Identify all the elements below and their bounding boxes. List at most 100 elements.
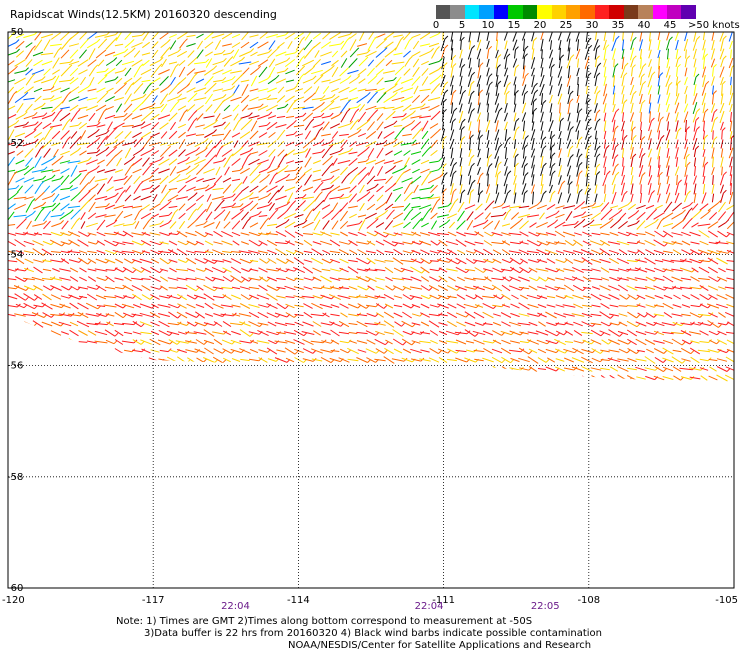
wind-barb xyxy=(376,166,384,176)
wind-barb xyxy=(639,192,643,204)
wind-barb-tick xyxy=(411,341,416,346)
wind-barb-tick xyxy=(590,219,595,224)
wind-barb xyxy=(294,304,304,308)
wind-barb-tick xyxy=(239,146,244,151)
colorbar-segment xyxy=(493,5,509,19)
wind-barb xyxy=(159,276,169,282)
wind-barb xyxy=(404,59,410,67)
wind-barb xyxy=(465,340,475,344)
wind-barb xyxy=(368,32,374,40)
wind-barb xyxy=(658,156,660,168)
wind-barb xyxy=(285,276,295,282)
wind-barb xyxy=(213,175,223,185)
wind-barb xyxy=(96,94,106,104)
wind-barb xyxy=(67,313,81,317)
wind-barb xyxy=(594,112,598,122)
wind-barb xyxy=(681,249,691,255)
wind-barb xyxy=(178,138,186,150)
wind-barb xyxy=(402,330,412,336)
wind-barb-tick xyxy=(148,217,153,222)
wind-barb xyxy=(329,106,341,110)
wind-barb xyxy=(338,123,350,129)
wind-barb xyxy=(196,203,204,211)
wind-barb xyxy=(241,156,249,168)
wind-barb xyxy=(347,347,359,355)
wind-barb xyxy=(16,150,24,156)
wind-barb xyxy=(594,193,598,203)
wind-barb-tick xyxy=(400,36,405,40)
wind-barb xyxy=(559,47,561,61)
wind-barb xyxy=(603,130,607,140)
wind-barb xyxy=(501,366,511,372)
wind-barb xyxy=(203,339,215,345)
wind-barb xyxy=(594,166,598,176)
wind-barb xyxy=(576,94,580,104)
wind-barb-tick xyxy=(346,108,351,113)
wind-barb xyxy=(222,276,232,282)
wind-barb xyxy=(347,266,359,274)
wind-barb xyxy=(274,312,288,318)
wind-barb xyxy=(573,214,583,218)
wind-barb xyxy=(340,312,348,318)
wind-barb xyxy=(526,214,540,218)
wind-barb xyxy=(412,58,420,68)
wind-barb xyxy=(590,258,602,264)
wind-barb xyxy=(594,156,598,168)
wind-barb xyxy=(348,193,358,203)
wind-barb xyxy=(338,241,350,245)
wind-barb-tick xyxy=(383,47,388,51)
wind-barb xyxy=(41,114,53,120)
wind-barb xyxy=(31,276,45,282)
wind-barb xyxy=(617,204,629,210)
wind-barb xyxy=(313,210,321,222)
wind-barb xyxy=(385,339,393,345)
wind-barb xyxy=(104,239,116,247)
wind-barb xyxy=(465,250,475,254)
wind-barb xyxy=(545,267,557,273)
wind-barb xyxy=(707,249,719,255)
wind-barb-tick xyxy=(284,209,288,214)
wind-barb xyxy=(384,41,394,49)
wind-barb xyxy=(509,285,521,291)
wind-barb-tick xyxy=(312,366,317,371)
wind-barb xyxy=(42,259,52,263)
wind-barb-tick xyxy=(373,75,378,79)
wind-barb xyxy=(285,366,295,372)
wind-barb xyxy=(482,357,494,363)
wind-barb xyxy=(540,103,544,113)
wind-barb-tick xyxy=(266,174,270,178)
wind-barb xyxy=(385,285,393,291)
wind-barb xyxy=(104,349,116,353)
wind-barb-tick xyxy=(311,92,316,97)
wind-barb xyxy=(656,220,662,230)
wind-barb xyxy=(60,187,70,191)
wind-barb xyxy=(366,339,376,345)
wind-barb xyxy=(275,78,287,84)
wind-barb xyxy=(501,293,511,301)
wind-barb xyxy=(725,293,734,301)
wind-barb-tick xyxy=(479,190,484,194)
wind-barb xyxy=(459,129,463,141)
wind-barb xyxy=(150,132,160,138)
wind-barb xyxy=(114,311,124,319)
wind-barb xyxy=(418,204,432,210)
wind-barb-tick xyxy=(286,57,291,62)
wind-barb xyxy=(231,42,241,48)
wind-barb xyxy=(658,175,660,185)
wind-barb xyxy=(437,249,449,255)
wind-barb xyxy=(178,131,186,139)
wind-barb xyxy=(582,339,592,345)
wind-barb xyxy=(384,185,394,193)
wind-barb xyxy=(590,313,602,317)
wind-barb xyxy=(258,357,268,363)
wind-barb xyxy=(672,321,682,327)
wind-barb xyxy=(8,42,17,48)
wind-barb xyxy=(549,85,553,95)
wind-barb xyxy=(213,241,223,245)
wind-barb xyxy=(157,304,171,308)
wind-barb xyxy=(349,340,357,344)
wind-barb-tick xyxy=(221,49,226,54)
wind-barb xyxy=(599,294,611,300)
wind-barb xyxy=(438,322,448,326)
wind-barb xyxy=(617,358,629,362)
